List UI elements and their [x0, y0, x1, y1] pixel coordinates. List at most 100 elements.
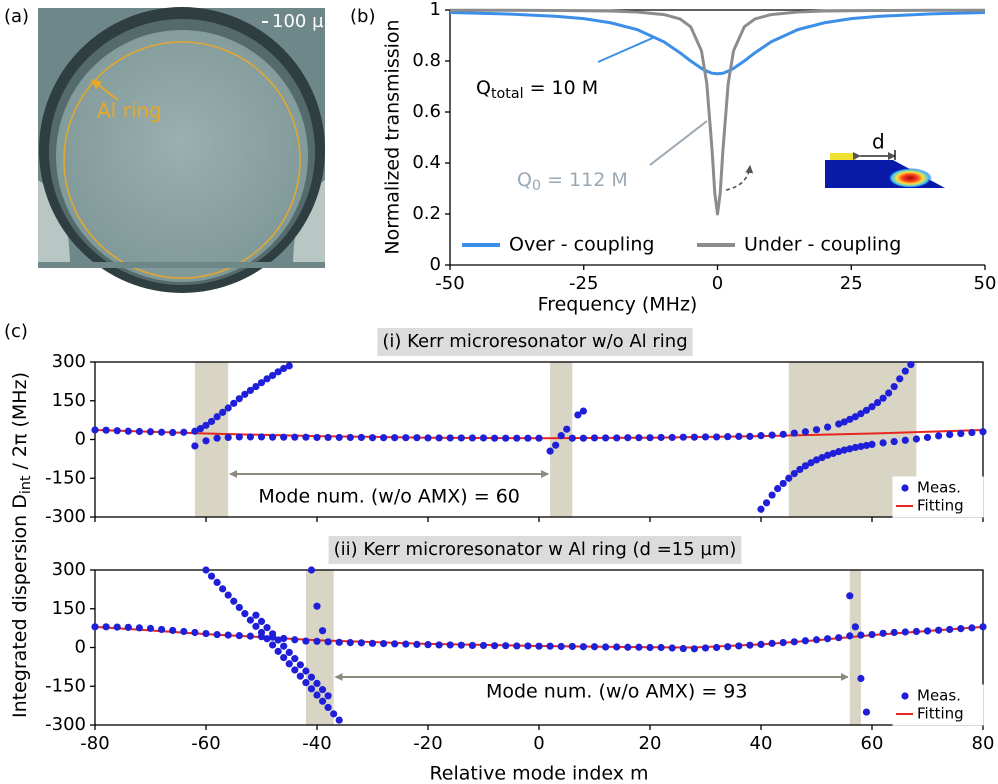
measured-point — [202, 629, 210, 638]
measured-point — [857, 410, 865, 418]
measured-point — [307, 673, 316, 681]
measured-point — [590, 643, 599, 651]
measured-point — [923, 433, 932, 442]
measured-point — [235, 433, 243, 441]
measured-point — [846, 445, 854, 453]
measured-point — [824, 423, 832, 431]
measured-point — [568, 434, 576, 442]
panel-label: (c) — [4, 321, 28, 342]
measured-point — [313, 679, 321, 688]
measured-point — [368, 639, 377, 647]
measured-point — [324, 433, 332, 442]
measured-point — [318, 686, 327, 694]
measured-point — [912, 435, 921, 443]
x-tick-label: 0 — [533, 733, 544, 754]
y-tick-label: -150 — [45, 467, 86, 488]
measured-point — [413, 434, 421, 442]
measured-point — [257, 628, 266, 637]
measured-point — [269, 433, 277, 441]
measured-point — [280, 433, 288, 441]
legend-label: Fitting — [917, 705, 964, 723]
measured-point — [274, 636, 282, 644]
measured-point — [801, 462, 810, 470]
legend-swatch — [901, 692, 909, 700]
measured-point — [868, 630, 876, 639]
measured-point — [635, 434, 643, 442]
measured-point — [879, 629, 887, 637]
measured-point — [546, 642, 554, 650]
measured-point — [557, 432, 565, 440]
measured-point — [357, 433, 365, 442]
measured-point — [890, 628, 898, 637]
measured-point — [590, 434, 599, 442]
measured-point — [835, 448, 843, 456]
measured-point — [701, 644, 710, 652]
y-tick-label: 0.2 — [412, 203, 441, 224]
x-tick-label: 80 — [972, 733, 995, 754]
inset — [825, 150, 945, 188]
y-axis-label-rest: / 2π (MHz) — [9, 372, 31, 476]
measured-point — [346, 433, 354, 442]
measured-point — [191, 442, 199, 450]
measured-point — [479, 434, 488, 442]
measured-point — [102, 426, 110, 434]
measured-point — [768, 431, 776, 439]
measured-point — [402, 434, 410, 442]
measured-point — [318, 627, 327, 635]
measured-point — [235, 632, 243, 640]
measured-point — [180, 627, 188, 636]
measured-point — [657, 433, 665, 442]
measured-point — [479, 641, 488, 650]
measured-point — [246, 386, 254, 395]
x-tick-label: -80 — [80, 733, 109, 754]
ring-label: Al ring — [97, 99, 162, 123]
shaded-band — [849, 570, 861, 725]
measured-point — [207, 417, 216, 426]
x-tick-label: -25 — [569, 273, 598, 294]
measured-point — [735, 642, 743, 650]
transmission-line — [449, 11, 986, 76]
subplot-title: (i) Kerr microresonator w/o Al ring — [382, 331, 687, 352]
measured-point — [468, 641, 476, 650]
x-tick-label: 20 — [639, 733, 662, 754]
y-axis-label-sub: int — [18, 475, 34, 494]
measured-point — [935, 432, 943, 440]
measured-point — [862, 406, 871, 414]
measured-point — [257, 433, 266, 441]
measured-point — [291, 433, 299, 441]
measured-point — [502, 434, 510, 442]
measured-point — [296, 661, 304, 669]
subplot-title: (ii) Kerr microresonator w Al ring (d =1… — [334, 539, 737, 560]
legend-label: Meas. — [917, 479, 961, 497]
measured-point — [346, 638, 354, 647]
measured-point — [180, 428, 188, 436]
measured-point — [713, 643, 721, 652]
measured-point — [579, 434, 588, 442]
measured-point — [246, 632, 254, 640]
x-axis-label: Frequency (MHz) — [538, 294, 698, 316]
measured-point — [785, 474, 793, 482]
measured-point — [313, 433, 321, 442]
measured-point — [968, 624, 976, 632]
measured-point — [768, 491, 776, 499]
measured-point — [202, 421, 210, 429]
measured-point — [579, 643, 588, 651]
measured-point — [829, 449, 837, 458]
shaded-band — [550, 362, 573, 517]
y-tick-label: -300 — [45, 714, 86, 735]
measured-point — [280, 364, 288, 373]
measured-point — [851, 443, 859, 452]
measured-point — [846, 415, 854, 423]
measured-point — [213, 413, 221, 421]
measured-point — [313, 637, 321, 645]
measured-point — [335, 638, 343, 646]
measured-point — [968, 428, 976, 437]
y-tick-label: 0 — [430, 254, 441, 275]
measured-point — [879, 439, 887, 447]
measured-point — [546, 447, 554, 455]
measured-point — [746, 432, 754, 440]
measured-point — [513, 642, 521, 650]
measured-point — [241, 610, 249, 618]
panel-label: (a) — [4, 6, 29, 27]
